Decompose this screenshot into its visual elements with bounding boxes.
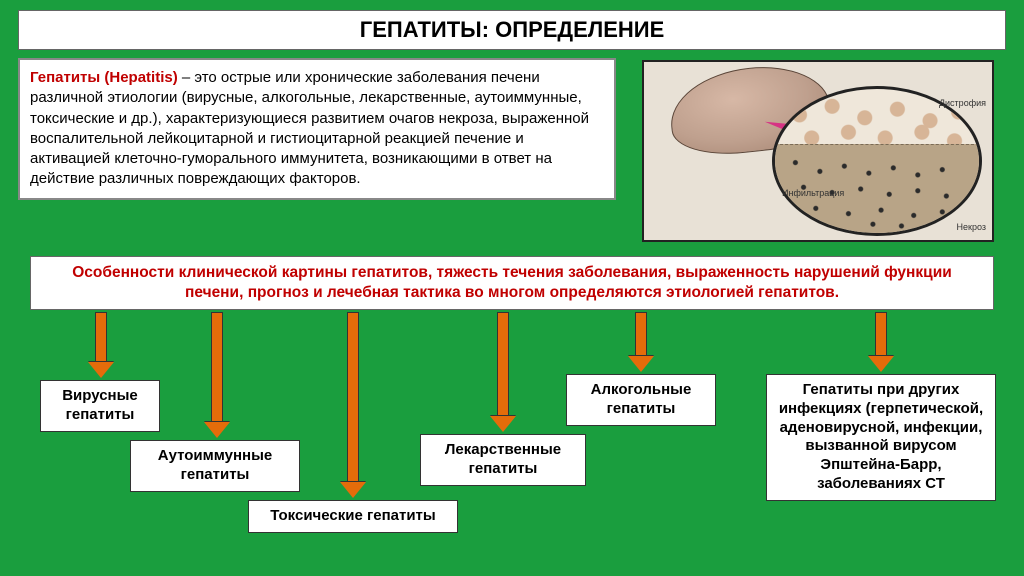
category-autoimmune: Аутоиммунные гепатиты: [130, 440, 300, 492]
arrow-toxic: [340, 312, 366, 498]
category-toxic: Токсические гепатиты: [248, 500, 458, 533]
arrow-drug: [490, 312, 516, 432]
arrow-alcohol: [628, 312, 654, 372]
arrow-viral: [88, 312, 114, 378]
liver-illustration: Дистрофия Инфильтрация Некроз: [642, 60, 994, 242]
magnified-view: [772, 86, 982, 236]
definition-body: – это острые или хронические заболевания…: [30, 69, 589, 187]
image-label-necrosis: Некроз: [957, 222, 986, 232]
category-drug: Лекарственные гепатиты: [420, 434, 586, 486]
clinical-note-box: Особенности клинической картины гепатито…: [30, 256, 994, 310]
category-viral: Вирусные гепатиты: [40, 380, 160, 432]
definition-box: Гепатиты (Hepatitis) – это острые или хр…: [18, 58, 616, 200]
arrow-other: [868, 312, 894, 372]
image-label-infiltration: Инфильтрация: [782, 188, 844, 198]
arrow-autoimmune: [204, 312, 230, 438]
category-alcohol: Алкогольные гепатиты: [566, 374, 716, 426]
image-label-dystrophy: Дистрофия: [939, 98, 986, 108]
slide-title: ГЕПАТИТЫ: ОПРЕДЕЛЕНИЕ: [18, 10, 1006, 50]
category-other: Гепатиты при других инфекциях (герпетиче…: [766, 374, 996, 501]
definition-term: Гепатиты (Hepatitis): [30, 69, 178, 86]
